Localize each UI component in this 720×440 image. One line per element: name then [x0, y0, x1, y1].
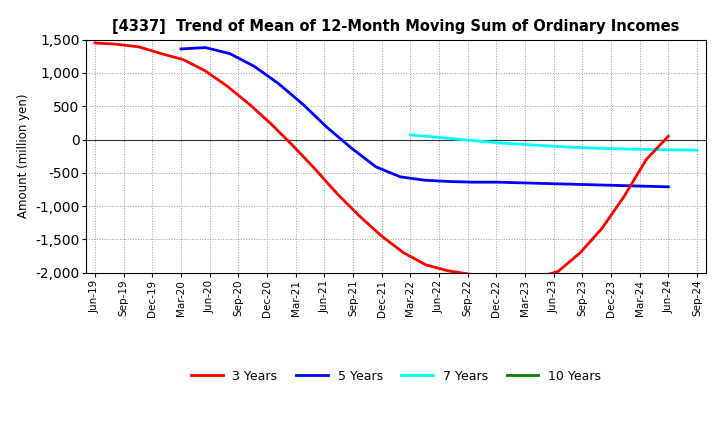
- Y-axis label: Amount (million yen): Amount (million yen): [17, 94, 30, 218]
- Legend: 3 Years, 5 Years, 7 Years, 10 Years: 3 Years, 5 Years, 7 Years, 10 Years: [186, 365, 606, 388]
- Title: [4337]  Trend of Mean of 12-Month Moving Sum of Ordinary Incomes: [4337] Trend of Mean of 12-Month Moving …: [112, 19, 680, 34]
